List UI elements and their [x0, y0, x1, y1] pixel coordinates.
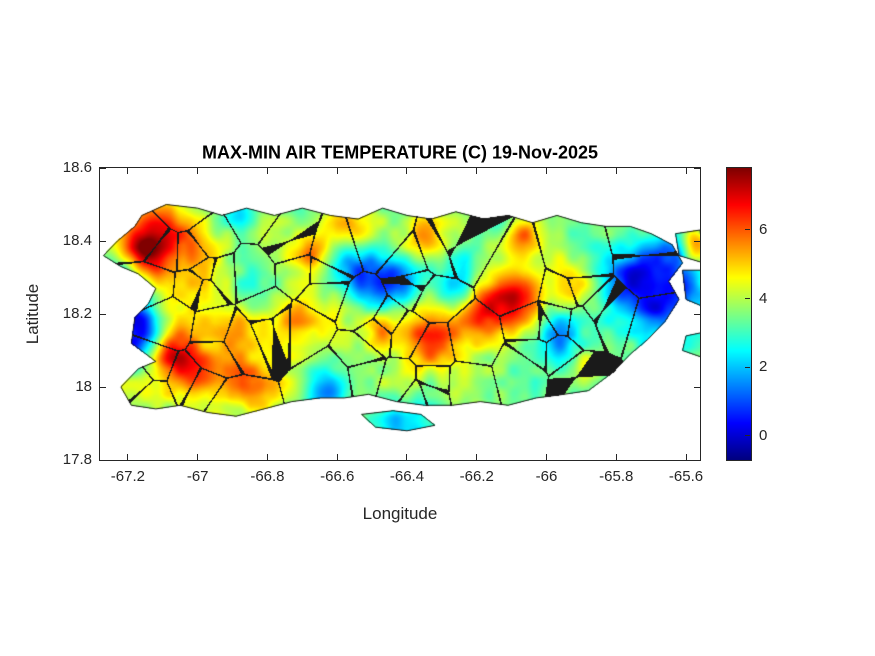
x-axis-label: Longitude	[362, 504, 438, 523]
x-tick-label: -66.4	[389, 468, 425, 485]
colorbar-gradient-canvas	[727, 168, 751, 460]
x-tick-label: -67.2	[110, 468, 146, 485]
tick-mark	[745, 298, 750, 300]
tick-mark	[336, 168, 338, 174]
tick-mark	[476, 168, 478, 174]
tick-mark	[694, 386, 700, 388]
tick-mark	[406, 168, 408, 174]
y-tick-label: 17.8	[62, 451, 92, 468]
colorbar-tick-label: 0	[759, 426, 768, 444]
tick-mark	[694, 167, 700, 169]
y-tick-label: 18.6	[62, 159, 92, 176]
y-tick-label: 18.2	[62, 305, 92, 322]
tick-mark	[546, 168, 547, 174]
tick-mark	[745, 366, 750, 368]
tick-mark	[197, 168, 199, 174]
tick-mark	[745, 229, 750, 231]
chart-title: MAX-MIN AIR TEMPERATURE (C) 19-Nov-2025	[201, 142, 599, 163]
tick-mark	[406, 454, 408, 460]
tick-mark	[615, 168, 617, 174]
tick-mark	[100, 386, 106, 388]
tick-mark	[476, 454, 478, 460]
tick-mark	[694, 313, 700, 315]
tick-mark	[685, 454, 687, 460]
colorbar-tick-label: 6	[759, 220, 768, 238]
temperature-heatmap-canvas	[100, 168, 700, 460]
tick-mark	[100, 167, 106, 169]
x-tick-label: -67	[186, 468, 209, 485]
tick-mark	[694, 459, 700, 461]
x-tick-label: -65.6	[668, 468, 704, 485]
tick-mark	[615, 454, 617, 460]
x-tick-label: -66.2	[459, 468, 494, 485]
x-tick-label: -66.8	[250, 468, 285, 485]
tick-mark	[127, 454, 129, 460]
tick-mark	[197, 454, 199, 460]
colorbar-tick-label: 4	[759, 289, 768, 307]
y-tick-label: 18	[75, 378, 92, 395]
x-tick-label: -65.8	[599, 468, 634, 485]
tick-mark	[745, 435, 750, 437]
tick-mark	[100, 313, 106, 315]
tick-mark	[100, 459, 106, 461]
tick-mark	[546, 454, 547, 460]
tick-mark	[694, 240, 700, 242]
x-tick-label: -66	[535, 468, 558, 485]
tick-mark	[685, 168, 687, 174]
tick-mark	[100, 240, 106, 242]
tick-mark	[266, 454, 268, 460]
x-tick-label: -66.6	[320, 468, 355, 485]
tick-mark	[127, 168, 129, 174]
colorbar-tick-label: 2	[759, 358, 768, 376]
y-tick-label: 18.4	[62, 232, 92, 249]
tick-mark	[266, 168, 268, 174]
tick-mark	[336, 454, 338, 460]
plot-area	[99, 167, 701, 461]
colorbar	[726, 167, 752, 461]
